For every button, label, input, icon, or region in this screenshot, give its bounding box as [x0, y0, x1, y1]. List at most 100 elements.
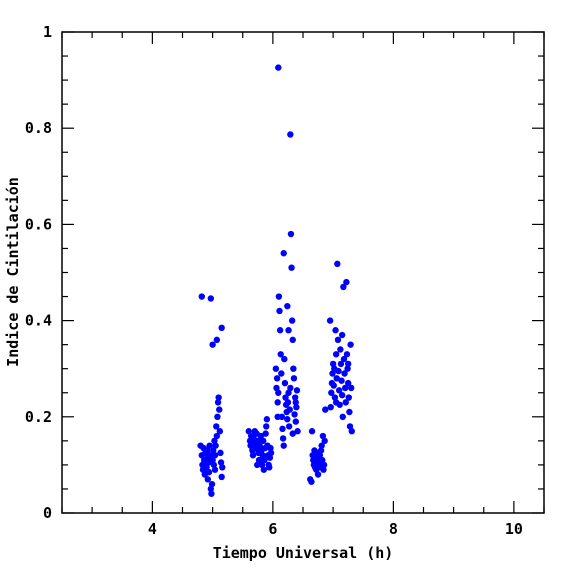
data-point: [214, 399, 222, 406]
x-tick-label: 6: [268, 520, 277, 538]
data-point: [322, 406, 329, 413]
data-point: [285, 389, 292, 396]
data-point: [261, 456, 268, 464]
data-point: [343, 278, 350, 286]
data-point: [284, 302, 291, 310]
data-point: [258, 461, 266, 469]
data-point: [245, 428, 252, 435]
data-point: [317, 447, 325, 454]
data-point: [263, 416, 271, 423]
data-point: [198, 293, 205, 300]
data-point: [343, 351, 351, 358]
y-tick-label: 0.2: [25, 408, 52, 426]
data-point: [294, 428, 301, 435]
data-point: [278, 370, 285, 377]
data-point: [249, 452, 257, 459]
data-point: [291, 411, 298, 418]
data-point: [279, 435, 287, 442]
data-point: [318, 442, 325, 449]
data-point: [319, 432, 327, 440]
data-point: [211, 437, 218, 445]
data-point: [217, 459, 225, 466]
data-point: [339, 413, 346, 420]
data-point: [329, 360, 337, 368]
data-point: [346, 423, 354, 430]
data-point: [254, 437, 262, 445]
data-point: [308, 478, 315, 485]
data-point: [266, 464, 273, 471]
data-point: [209, 341, 216, 348]
data-point: [320, 466, 327, 473]
data-point: [248, 440, 255, 447]
data-point: [287, 230, 295, 238]
data-point: [321, 437, 328, 445]
data-point: [275, 64, 282, 71]
data-point: [276, 307, 283, 315]
data-point: [344, 360, 352, 368]
data-point: [348, 384, 355, 392]
data-point: [274, 413, 281, 420]
data-point: [344, 365, 351, 372]
data-point: [212, 442, 219, 449]
data-point: [332, 399, 340, 406]
data-point: [338, 377, 345, 384]
data-point: [314, 471, 322, 478]
data-point: [287, 384, 294, 392]
data-point: [206, 442, 213, 449]
data-point: [291, 394, 299, 401]
y-tick-label: 1: [43, 23, 52, 41]
data-point: [273, 375, 281, 382]
data-point: [338, 391, 346, 399]
data-point: [342, 399, 349, 406]
data-point: [290, 365, 297, 372]
data-point: [331, 394, 339, 401]
data-point: [207, 295, 215, 302]
axis-ticks: [61, 31, 545, 514]
data-point: [288, 264, 295, 271]
data-point: [330, 382, 337, 389]
data-point: [288, 317, 296, 324]
data-point: [284, 416, 291, 423]
y-axis-label: Indice de Cintilación: [4, 177, 22, 367]
data-point: [218, 324, 225, 332]
data-point: [286, 406, 293, 413]
data-point: [211, 452, 219, 459]
data-point: [267, 444, 274, 452]
data-point: [260, 437, 267, 445]
data-point: [216, 406, 223, 413]
data-point: [329, 370, 336, 377]
data-point: [256, 442, 263, 449]
data-point: [334, 336, 342, 344]
data-point: [254, 461, 261, 469]
data-points: [197, 64, 356, 497]
x-tick-label: 10: [505, 520, 523, 538]
data-point: [263, 423, 270, 430]
data-point: [293, 387, 301, 394]
data-point: [279, 425, 286, 433]
data-point: [208, 490, 215, 497]
data-point: [328, 389, 335, 396]
data-point: [348, 428, 356, 435]
data-point: [289, 336, 296, 344]
data-point: [337, 360, 345, 368]
data-point: [290, 375, 298, 382]
data-point: [345, 394, 352, 401]
data-point: [327, 403, 334, 411]
data-point: [334, 260, 341, 268]
data-point: [347, 341, 354, 348]
data-point: [287, 131, 294, 138]
data-point: [285, 423, 293, 430]
data-point: [213, 423, 220, 430]
y-tick-labels: 0 0.2 0.4 0.6 0.8 1: [25, 23, 52, 522]
data-point: [340, 355, 348, 363]
data-point: [266, 454, 274, 461]
y-tick-label: 0.4: [25, 312, 52, 330]
data-point: [344, 379, 352, 387]
data-point: [341, 370, 348, 377]
data-point: [207, 485, 215, 493]
data-point: [210, 447, 217, 454]
x-tick-label: 8: [389, 520, 398, 538]
data-point: [200, 466, 208, 473]
plot-frame: [61, 31, 545, 514]
